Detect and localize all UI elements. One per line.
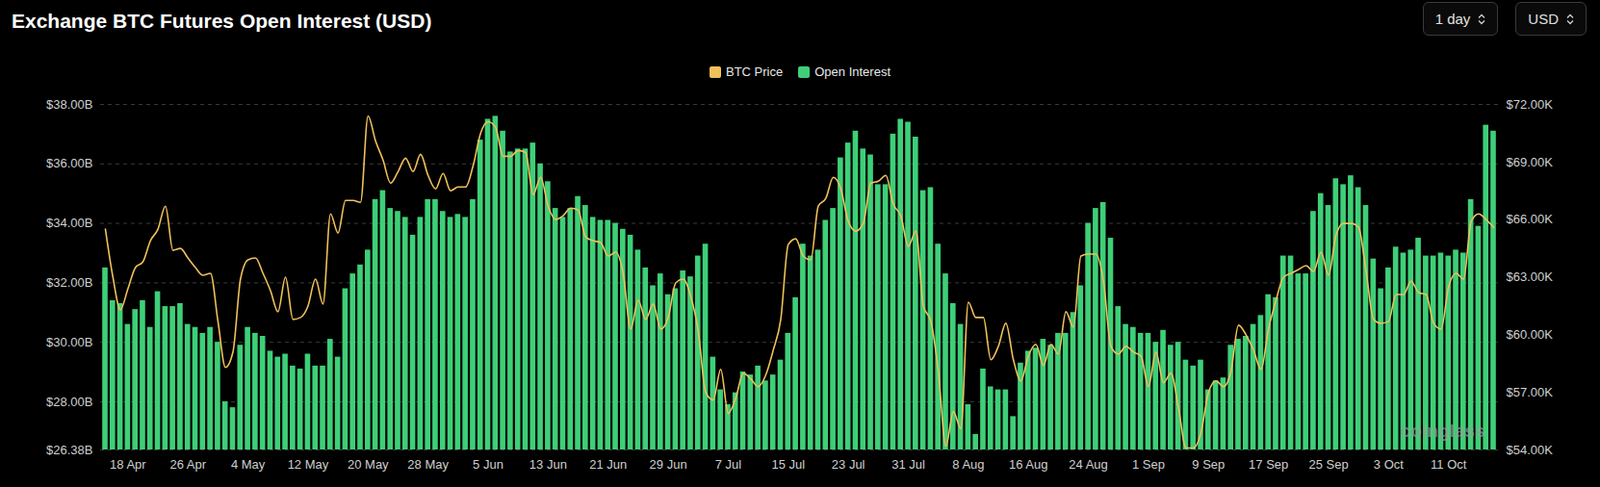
svg-text:$69.00K: $69.00K <box>1506 154 1554 169</box>
svg-text:26 Apr: 26 Apr <box>169 457 207 472</box>
html-text:1 day: 1 day <box>1434 10 1471 27</box>
svg-text:$54.00K: $54.00K <box>1506 442 1554 458</box>
svg-text:4 May: 4 May <box>231 457 266 472</box>
svg-text:$63.00K: $63.00K <box>1506 269 1554 284</box>
svg-text:31 Jul: 31 Jul <box>891 457 926 472</box>
svg-text:$26.38B: $26.38B <box>46 442 93 458</box>
svg-text:12 May: 12 May <box>287 457 330 472</box>
svg-text:16 Aug: 16 Aug <box>1008 457 1049 472</box>
svg-text:25 Sep: 25 Sep <box>1308 457 1348 472</box>
svg-text:15 Jul: 15 Jul <box>771 457 805 472</box>
svg-text:28 May: 28 May <box>407 457 449 472</box>
svg-text:9 Sep: 9 Sep <box>1191 457 1225 472</box>
html-text:BTC Price: BTC Price <box>725 64 783 79</box>
svg-text:1 Sep: 1 Sep <box>1132 457 1165 472</box>
svg-text:20 May: 20 May <box>347 457 389 472</box>
html-text:Open Interest: Open Interest <box>814 64 891 79</box>
svg-text:$34.00B: $34.00B <box>46 215 93 231</box>
svg-text:$28.00B: $28.00B <box>46 394 93 410</box>
svg-text:23 Jul: 23 Jul <box>831 457 866 472</box>
svg-text:18 Apr: 18 Apr <box>109 457 147 472</box>
svg-text:$32.00B: $32.00B <box>46 275 93 290</box>
svg-text:3 Oct: 3 Oct <box>1373 457 1404 472</box>
svg-text:8 Aug: 8 Aug <box>952 457 984 472</box>
svg-text:13 Jun: 13 Jun <box>529 457 568 472</box>
svg-text:5 Jun: 5 Jun <box>472 457 504 472</box>
svg-text:17 Sep: 17 Sep <box>1248 457 1289 472</box>
svg-text:$66.00K: $66.00K <box>1506 211 1554 227</box>
svg-text:7 Jul: 7 Jul <box>715 457 743 472</box>
svg-text:21 Jun: 21 Jun <box>589 457 627 472</box>
svg-text:$38.00B: $38.00B <box>46 97 93 112</box>
svg-text:$72.00K: $72.00K <box>1506 97 1554 112</box>
svg-text:$57.00K: $57.00K <box>1506 385 1554 400</box>
html-text:USD: USD <box>1528 10 1559 27</box>
svg-text:24 Aug: 24 Aug <box>1068 457 1109 472</box>
svg-text:29 Jun: 29 Jun <box>649 457 688 472</box>
svg-text:$60.00K: $60.00K <box>1506 327 1554 342</box>
svg-text:$36.00B: $36.00B <box>46 155 93 171</box>
svg-text:coinglass: coinglass <box>1400 420 1486 441</box>
svg-text:11 Oct: 11 Oct <box>1430 457 1468 472</box>
svg-text:$30.00B: $30.00B <box>46 335 93 350</box>
html-text:Exchange BTC Futures Open Inte: Exchange BTC Futures Open Interest (USD) <box>11 9 432 32</box>
